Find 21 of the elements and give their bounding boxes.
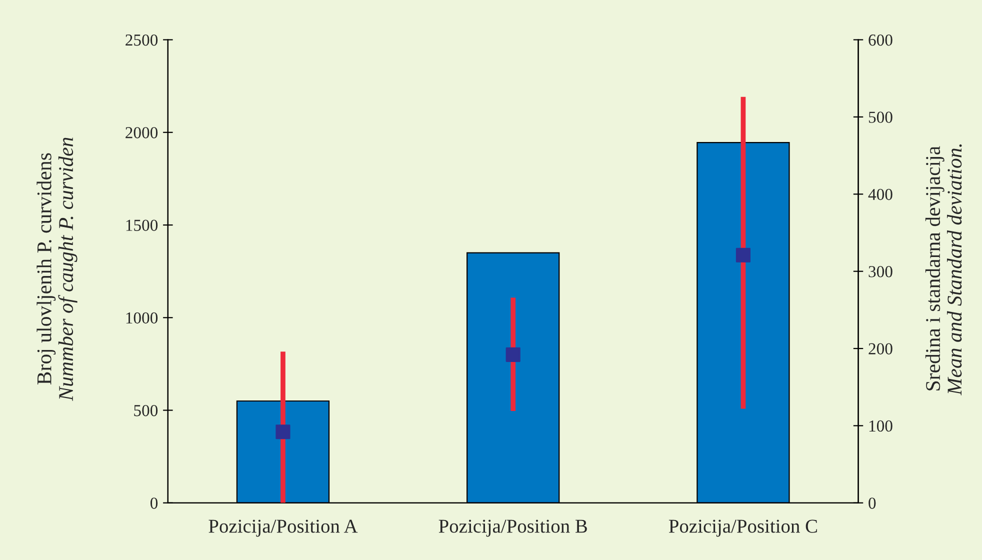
y2-tick-label: 0 [868,498,876,509]
point [736,248,750,262]
y2-tick-label: 200 [868,343,892,354]
y2-tick-label: 100 [869,420,892,432]
y-axis-title: Broj ulovljenih P. curvidens Nummber of caught P. curviden [36,138,78,401]
y-tick-label: 0 [150,498,158,509]
y2-axis-title: Sredina i standarna devijacija Mean and Standard deviation. [925,144,962,396]
x-tick-label: Pozicija/Position A [208,520,358,537]
x-tick-label: Pozicija/Position B [438,520,587,537]
y-tick-label: 1500 [126,220,158,231]
y2-tick-label: 600 [868,34,892,46]
y-tick-label: 2500 [126,34,158,46]
y2-tick-label: 300 [868,266,892,278]
y2-tick-label: 500 [868,112,892,123]
y2-tick-label: 400 [868,188,892,200]
y-tick-label: 2000 [126,127,158,138]
x-tick-label: Pozicija/Position C [668,520,817,537]
point [506,347,520,362]
y-tick-label: 500 [134,404,158,416]
point [276,424,290,440]
y-tick-label: 1000 [126,312,158,324]
